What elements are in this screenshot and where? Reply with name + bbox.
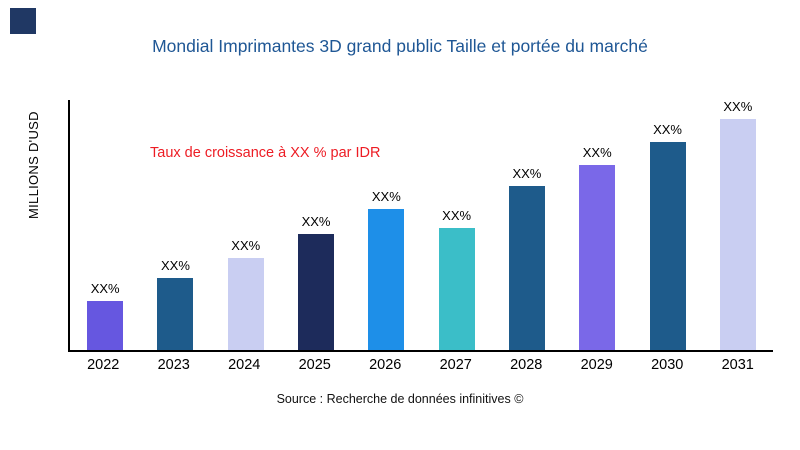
bar-value-label-2029: XX% [582, 145, 612, 160]
bar-2022 [87, 301, 124, 350]
x-axis-label-2025: 2025 [298, 357, 331, 373]
x-axis-label-2028: 2028 [510, 357, 543, 373]
x-axis-label-2029: 2029 [580, 357, 613, 373]
bar-value-label-2025: XX% [301, 214, 331, 229]
bar-value-label-2024: XX% [231, 238, 261, 253]
bar-2024 [227, 258, 264, 350]
bar-value-label-2022: XX% [90, 281, 120, 296]
bar-slot-2023: XX% [157, 258, 194, 350]
x-axis-label-2026: 2026 [369, 357, 402, 373]
bar-2030 [649, 142, 686, 350]
plot-area: XX% XX% XX% XX% XX% XX% XX% XX% XX% XX% [68, 99, 773, 352]
growth-rate-annotation: Taux de croissance à XX % par IDR [150, 145, 381, 161]
chart-title: Mondial Imprimantes 3D grand public Tail… [152, 36, 648, 56]
bar-2028 [508, 186, 545, 350]
bar-slot-2029: XX% [579, 145, 616, 350]
source-caption: Source : Recherche de données infinitive… [276, 392, 524, 406]
bar-2029 [579, 165, 616, 350]
x-axis-labels: 2022 2023 2024 2025 2026 2027 2028 2029 2030 2031 [68, 357, 773, 373]
x-axis-label-2031: 2031 [721, 357, 754, 373]
bar-slot-2022: XX% [87, 281, 124, 350]
bar-value-label-2026: XX% [371, 189, 401, 204]
bar-2023 [157, 278, 194, 350]
bar-2025 [298, 234, 335, 350]
bar-slot-2027: XX% [438, 208, 475, 350]
x-axis-label-2022: 2022 [87, 357, 120, 373]
brand-logo-square [10, 8, 36, 34]
bar-slot-2026: XX% [368, 189, 405, 350]
bar-value-label-2031: XX% [723, 99, 753, 114]
bar-value-label-2028: XX% [512, 166, 542, 181]
x-axis-label-2027: 2027 [439, 357, 472, 373]
bar-value-label-2030: XX% [653, 122, 682, 137]
bar-slot-2024: XX% [227, 238, 264, 350]
bar-slot-2025: XX% [298, 214, 335, 350]
bar-2031 [719, 119, 756, 350]
x-axis-label-2030: 2030 [651, 357, 684, 373]
bars-container: XX% XX% XX% XX% XX% XX% XX% XX% XX% XX% [70, 99, 773, 350]
y-axis-label: MILLIONS D'USD [26, 111, 41, 219]
bar-value-label-2023: XX% [160, 258, 190, 273]
bar-2026 [368, 209, 405, 350]
x-axis-label-2023: 2023 [157, 357, 190, 373]
bar-value-label-2027: XX% [442, 208, 472, 223]
bar-slot-2031: XX% [719, 99, 756, 350]
bar-2027 [438, 228, 475, 350]
bar-slot-2028: XX% [508, 166, 545, 350]
bar-slot-2030: XX% [649, 122, 686, 350]
x-axis-label-2024: 2024 [228, 357, 261, 373]
